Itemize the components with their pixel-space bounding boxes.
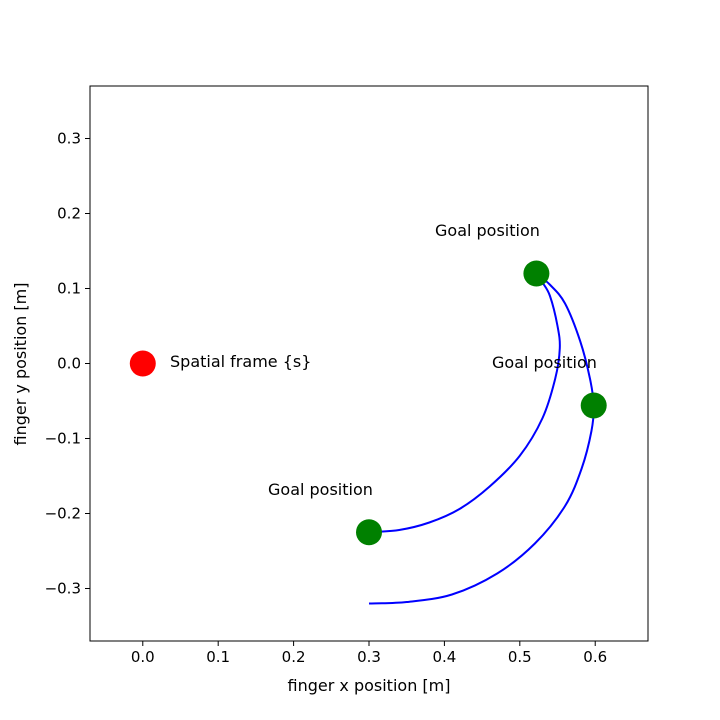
x-tick-label: 0.3 <box>357 648 381 666</box>
trajectory-line <box>368 272 561 534</box>
y-tick-label: 0.1 <box>57 280 81 298</box>
goal-annotation-2: Goal position <box>435 221 540 240</box>
origin-annotation: Spatial frame {s} <box>170 352 311 371</box>
goal-point <box>580 392 607 419</box>
y-ticks: 0.3 0.2 0.1 0.0 −0.1 −0.2 −0.3 <box>45 130 90 598</box>
y-tick-label: 0.2 <box>57 205 81 223</box>
plot-area-frame <box>89 85 649 642</box>
x-ticks: 0.0 0.1 0.2 0.3 0.4 0.5 0.6 <box>131 641 607 666</box>
y-tick-label: −0.3 <box>45 580 81 598</box>
trajectory-layer <box>368 272 595 605</box>
goal-annotation-1: Goal position <box>268 480 373 499</box>
y-tick-label: 0.3 <box>57 130 81 148</box>
point-layer <box>129 260 607 546</box>
y-axis-label: finger y position [m] <box>11 283 30 446</box>
y-tick-label: −0.1 <box>45 430 81 448</box>
trajectory-line <box>368 272 595 605</box>
x-tick-label: 0.5 <box>508 648 532 666</box>
x-tick-label: 0.0 <box>131 648 155 666</box>
x-tick-label: 0.4 <box>432 648 456 666</box>
y-tick-label: −0.2 <box>45 505 81 523</box>
goal-annotation-3: Goal position <box>492 353 597 372</box>
x-tick-label: 0.2 <box>282 648 306 666</box>
goal-point <box>523 260 550 287</box>
goal-point <box>356 519 382 546</box>
x-tick-label: 0.1 <box>206 648 230 666</box>
y-tick-label: 0.0 <box>57 355 81 373</box>
x-axis-label: finger x position [m] <box>288 676 451 695</box>
origin-point <box>129 350 156 377</box>
x-tick-label: 0.6 <box>583 648 607 666</box>
